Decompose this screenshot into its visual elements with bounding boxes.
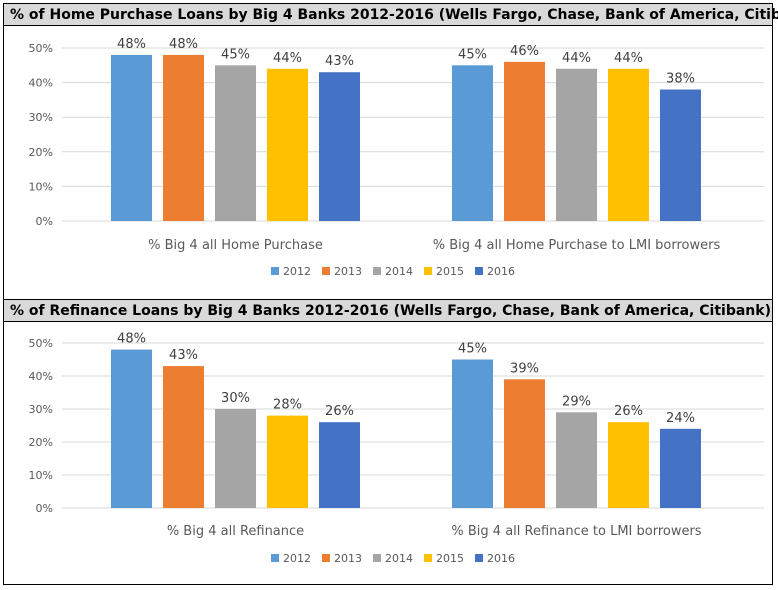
legend-label-2013: 2013: [334, 552, 362, 565]
y-tick-label: 40%: [29, 370, 53, 383]
y-tick-label: 50%: [29, 42, 53, 55]
legend-swatch-2016: [475, 554, 483, 562]
bar-2013: [504, 61, 545, 222]
data-label: 28%: [273, 398, 302, 413]
data-label: 45%: [458, 342, 487, 357]
bar-2014: [556, 412, 597, 508]
bar-2016: [660, 89, 701, 221]
legend-label-2016: 2016: [487, 552, 515, 565]
legend-swatch-2014: [373, 554, 381, 562]
data-label: 45%: [458, 47, 487, 62]
data-label: 44%: [562, 51, 591, 66]
bar-2016: [319, 422, 360, 508]
category-label: % Big 4 all Home Purchase to LMI borrowe…: [433, 238, 721, 253]
data-label: 43%: [169, 348, 198, 363]
legend-swatch-2014: [373, 267, 381, 275]
legend-label-2015: 2015: [436, 552, 464, 565]
data-label: 30%: [221, 391, 250, 406]
bar-2012: [452, 65, 493, 221]
legend-swatch-2015: [424, 267, 432, 275]
bar-2015: [608, 68, 649, 221]
category-label: % Big 4 all Home Purchase: [148, 238, 323, 253]
bar-2016: [660, 428, 701, 508]
y-tick-label: 10%: [29, 469, 53, 482]
y-tick-label: 10%: [29, 180, 53, 193]
legend-swatch-2015: [424, 554, 432, 562]
bar-2012: [111, 349, 152, 508]
data-label: 48%: [169, 37, 198, 52]
category-label: % Big 4 all Refinance to LMI borrowers: [451, 524, 701, 539]
data-label: 45%: [221, 47, 250, 62]
legend-label-2016: 2016: [487, 265, 515, 278]
y-tick-label: 20%: [29, 146, 53, 159]
data-label: 48%: [117, 332, 146, 347]
legend-label-2014: 2014: [385, 265, 413, 278]
bar-2013: [163, 366, 204, 508]
legend-swatch-2012: [271, 554, 279, 562]
data-label: 39%: [510, 361, 539, 376]
data-label: 26%: [325, 404, 354, 419]
y-tick-label: 0%: [36, 502, 53, 515]
legend-swatch-2013: [322, 554, 330, 562]
legend-label-2012: 2012: [283, 552, 311, 565]
bar-2014: [215, 65, 256, 221]
data-label: 26%: [614, 404, 643, 419]
legend-label-2013: 2013: [334, 265, 362, 278]
bar-2016: [319, 72, 360, 221]
data-label: 24%: [666, 411, 695, 426]
bar-2013: [163, 54, 204, 221]
chart-frame: % of Home Purchase Loans by Big 4 Banks …: [3, 3, 778, 585]
home-purchase-chart: 0% 10% 20% 30% 40% 50% 48% 48% 45% 44% 43% % Big 4 …: [29, 37, 764, 278]
bar-2015: [267, 415, 308, 508]
y-tick-label: 30%: [29, 111, 53, 124]
refinance-chart: 0% 10% 20% 30% 40% 50% 48% 43% 30% 28% 26% % Big 4 …: [29, 332, 764, 565]
data-label: 43%: [325, 54, 354, 69]
legend-label-2014: 2014: [385, 552, 413, 565]
chart-title-home-purchase: % of Home Purchase Loans by Big 4 Banks …: [4, 4, 778, 26]
bar-2015: [267, 68, 308, 221]
chart-title-refinance: % of Refinance Loans by Big 4 Banks 2012…: [4, 299, 772, 322]
data-label: 46%: [510, 44, 539, 59]
legend-swatch-2012: [271, 267, 279, 275]
bar-2014: [556, 68, 597, 221]
y-tick-label: 0%: [36, 215, 53, 228]
bar-2013: [504, 379, 545, 508]
data-label: 44%: [614, 51, 643, 66]
legend-label-2012: 2012: [283, 265, 311, 278]
bar-2014: [215, 409, 256, 508]
data-label: 48%: [117, 37, 146, 52]
bar-2015: [608, 422, 649, 508]
data-label: 44%: [273, 51, 302, 66]
data-label: 38%: [666, 72, 695, 87]
category-label: % Big 4 all Refinance: [167, 524, 304, 539]
legend-swatch-2016: [475, 267, 483, 275]
legend-label-2015: 2015: [436, 265, 464, 278]
legend-swatch-2013: [322, 267, 330, 275]
bar-2012: [111, 54, 152, 221]
data-label: 29%: [562, 394, 591, 409]
bar-2012: [452, 359, 493, 508]
y-tick-label: 20%: [29, 436, 53, 449]
y-tick-label: 40%: [29, 77, 53, 90]
y-tick-label: 30%: [29, 403, 53, 416]
y-tick-label: 50%: [29, 337, 53, 350]
